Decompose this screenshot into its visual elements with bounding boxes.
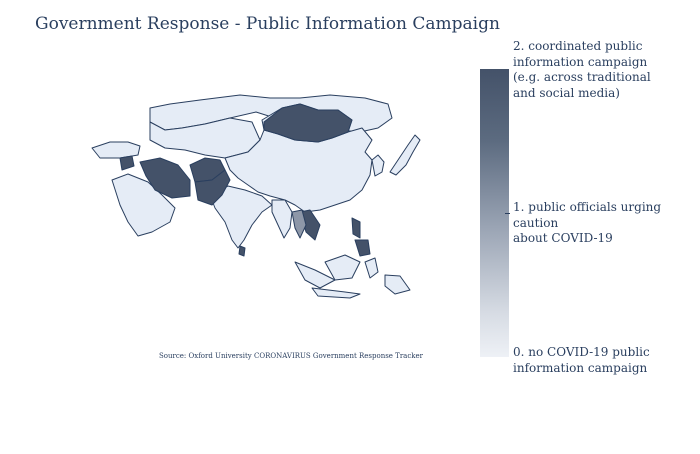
region-myanmar[interactable] [271, 199, 293, 239]
region-mongolia-dark[interactable] [263, 103, 353, 143]
region-java[interactable] [311, 287, 361, 299]
region-iran[interactable] [139, 157, 191, 199]
region-korea[interactable] [371, 154, 385, 177]
region-borneo[interactable] [324, 254, 361, 281]
colorbar-label-0: 0. no COVID-19 public information campai… [513, 345, 650, 375]
region-turkey[interactable] [91, 141, 141, 159]
region-syria[interactable] [119, 155, 135, 171]
chart-title: Government Response - Public Information… [35, 14, 500, 34]
region-philippines-2[interactable] [354, 239, 371, 257]
region-india[interactable] [209, 185, 273, 249]
region-laos[interactable] [299, 209, 321, 241]
region-philippines-1[interactable] [351, 217, 361, 239]
source-note: Source: Oxford University CORONAVIRUS Go… [159, 352, 424, 360]
region-japan[interactable] [389, 134, 421, 176]
region-pakistan[interactable] [194, 169, 231, 206]
region-thailand[interactable] [291, 209, 307, 239]
region-sulawesi[interactable] [364, 257, 379, 279]
colorbar-label-1: 1. public officials urging caution about… [513, 200, 662, 245]
region-indonesia[interactable] [294, 261, 336, 289]
colorbar-tick-mid [505, 213, 510, 214]
region-png[interactable] [384, 274, 411, 295]
region-arabia[interactable] [111, 173, 176, 237]
colorbar [480, 69, 509, 357]
region-sri-lanka[interactable] [238, 245, 246, 257]
colorbar-label-2: 2. coordinated public information campai… [513, 39, 651, 100]
